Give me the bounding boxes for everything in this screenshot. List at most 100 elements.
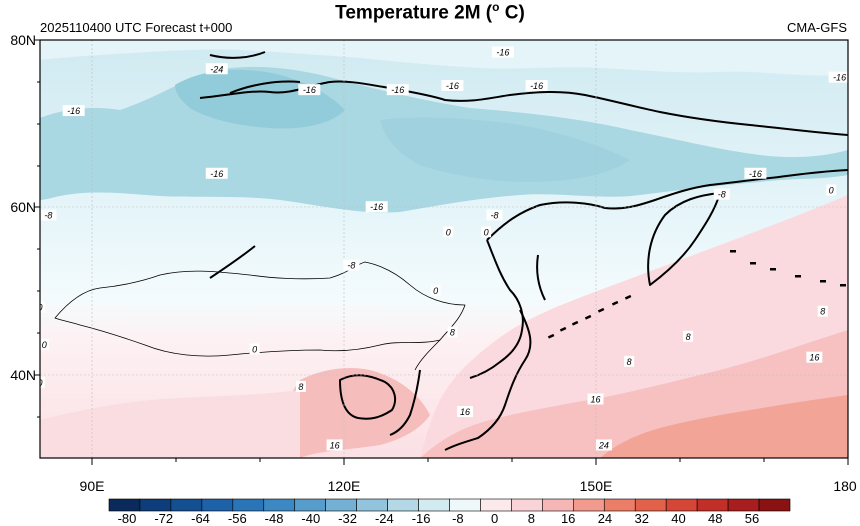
colorbar-tick-label: -8: [452, 511, 464, 526]
svg-text:-16: -16: [210, 169, 223, 179]
svg-text:-16: -16: [530, 81, 543, 91]
contour-label: 8: [817, 305, 828, 317]
svg-text:0: 0: [37, 303, 42, 313]
svg-text:-8: -8: [490, 211, 498, 221]
contour-label: 0: [37, 376, 45, 388]
colorbar-tick-label: -64: [191, 511, 210, 526]
contour-label-group: -16 -16 -24 -16 -16 -16 -16 -16 -16 -16 -16 -8 -8 -8 -…: [37, 46, 848, 451]
contour-label: -8: [713, 188, 730, 200]
contour-label: 0: [481, 226, 492, 238]
svg-text:0: 0: [484, 227, 489, 237]
boundary-china-korea: [414, 339, 441, 371]
field-warm-24: [600, 395, 848, 458]
svg-text:8: 8: [820, 307, 825, 317]
svg-text:-16: -16: [370, 202, 383, 212]
field-cold-east: [380, 117, 630, 182]
svg-text:-16: -16: [496, 48, 509, 58]
field-arctic-strip: [40, 40, 848, 76]
contour-label: -24: [205, 63, 228, 74]
contour-label: -16: [386, 84, 409, 96]
colorbar-tick-label: 48: [708, 511, 723, 526]
svg-text:-16: -16: [391, 85, 404, 95]
coastline-okhotsk: [486, 169, 848, 241]
colorbar-tick-label: 16: [560, 511, 576, 526]
contour-label: -16: [365, 201, 388, 213]
lon-label-150e: 150E: [579, 478, 613, 494]
contour-label: 16: [326, 439, 343, 451]
svg-text:8: 8: [450, 328, 455, 338]
contour-label: 24: [595, 439, 612, 451]
coastline-asia-east: [469, 239, 524, 379]
colorbar-tick-label: -40: [301, 511, 321, 526]
contour-label: 16: [806, 351, 823, 363]
colorbar-tick-label: 0: [491, 511, 499, 526]
contour-label: 0: [40, 339, 50, 351]
coastline-baikal: [209, 245, 256, 279]
contour-label: 8: [295, 380, 306, 392]
coastline-taymyr: [229, 80, 301, 94]
contour-label: 0: [430, 284, 441, 296]
svg-text:16: 16: [590, 394, 600, 404]
contour-label: 8: [447, 326, 458, 338]
colorbar-tick-label: -32: [338, 511, 357, 526]
colorbar-tick-label: 24: [597, 511, 613, 526]
colorbar-tick-label: 8: [527, 511, 536, 526]
contour-label: 0: [826, 184, 837, 196]
svg-text:0: 0: [433, 286, 438, 296]
contour-label: 16: [457, 406, 474, 418]
contour-label: -16: [744, 167, 767, 179]
svg-text:0: 0: [446, 227, 451, 237]
colorbar-tick-label: -80: [117, 511, 137, 526]
svg-text:0: 0: [252, 344, 257, 354]
svg-text:-16: -16: [833, 73, 846, 83]
map-title: Temperature 2M (o C): [335, 0, 525, 24]
svg-text:0: 0: [829, 185, 834, 195]
coastline-china-east: [339, 374, 397, 420]
contour-label: -8: [343, 259, 360, 271]
colorbar-tick-label: 56: [744, 511, 760, 526]
colorbar-tick-label: 32: [634, 511, 649, 526]
contour-label: -16: [205, 167, 228, 179]
contour-label: 0: [443, 226, 454, 238]
svg-text:-24: -24: [210, 64, 223, 74]
svg-text:0: 0: [37, 378, 42, 388]
colorbar-tick-label: -48: [264, 511, 284, 526]
svg-text:16: 16: [460, 407, 470, 417]
lon-label-90e: 90E: [79, 478, 105, 494]
colorbar-tick-label: -56: [227, 511, 247, 526]
colorbar-tick-label: -24: [374, 511, 394, 526]
svg-text:-16: -16: [749, 169, 762, 179]
contour-label: -16: [62, 105, 85, 117]
colorbar-tick-label: -16: [411, 511, 431, 526]
coastline-korea: [389, 369, 421, 436]
svg-text:-16: -16: [67, 106, 80, 116]
svg-text:-16: -16: [446, 81, 459, 91]
colorbar-tick-label: 40: [671, 511, 686, 526]
model-label: CMA-GFS: [787, 20, 847, 35]
svg-text:8: 8: [627, 357, 632, 367]
field-warm-china: [40, 390, 300, 458]
contour-label: -16: [828, 71, 848, 83]
coastline-japan: [444, 309, 532, 451]
svg-text:8: 8: [686, 332, 691, 342]
coastline-sakhalin: [536, 254, 546, 301]
run-label: 2025110400 UTC Forecast t+000: [40, 20, 233, 35]
contour-label: 0: [249, 343, 260, 355]
svg-text:8: 8: [298, 382, 303, 392]
contour-label: 8: [683, 330, 694, 342]
svg-text:-16: -16: [303, 85, 316, 95]
lon-label-180: 180: [833, 478, 857, 494]
lon-label-120e: 120E: [327, 478, 361, 494]
lat-label-80n: 80N: [10, 32, 36, 48]
contour-label: -16: [441, 79, 464, 91]
colorbar-tick-label: -72: [154, 511, 174, 526]
contour-label: 8: [624, 355, 635, 367]
svg-text:-8: -8: [347, 261, 355, 271]
svg-text:16: 16: [809, 353, 819, 363]
lat-label-40n: 40N: [10, 367, 36, 383]
contour-label: -16: [298, 84, 321, 96]
contour-label: -8: [486, 209, 503, 221]
svg-text:0: 0: [42, 340, 47, 350]
svg-text:24: 24: [598, 440, 609, 450]
